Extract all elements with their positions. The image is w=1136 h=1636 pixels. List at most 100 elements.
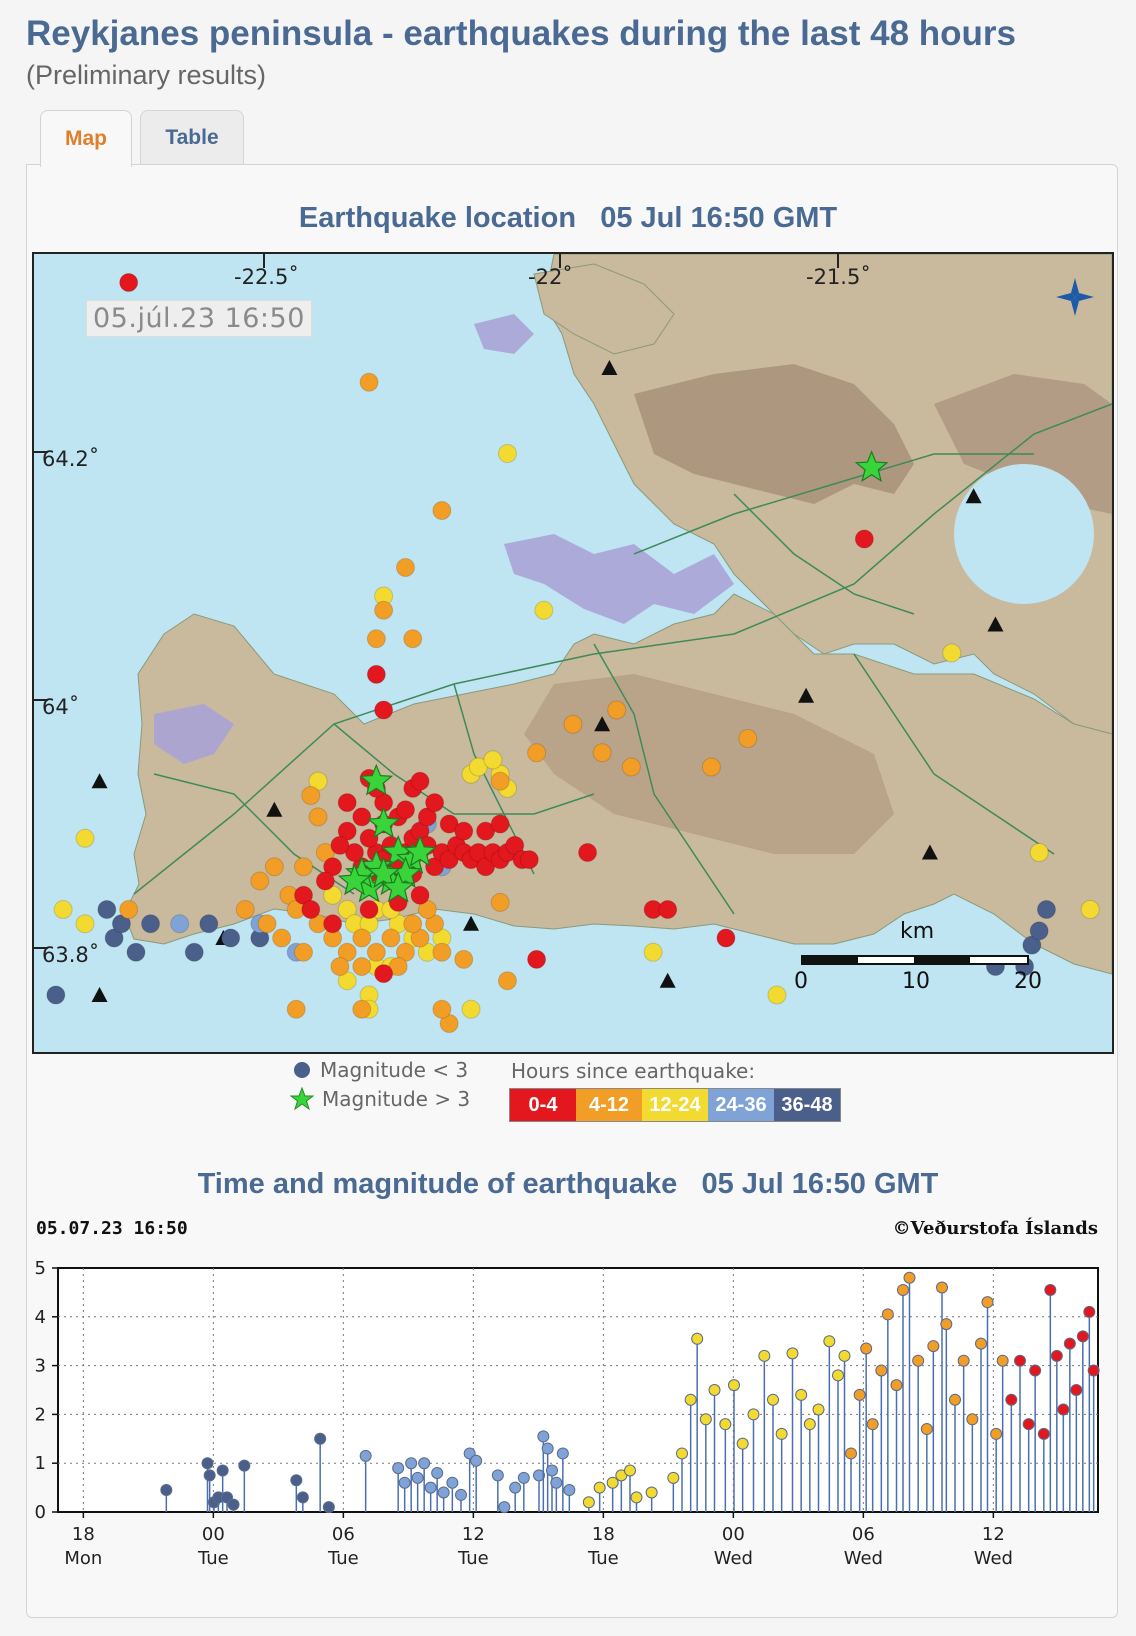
- magnitude-point: [203, 1469, 216, 1482]
- quake-dot: [337, 793, 357, 813]
- hours-bin-36-48: 36-48: [774, 1089, 840, 1121]
- magnitude-point: [1087, 1364, 1100, 1377]
- legend-small-label: Magnitude < 3: [320, 1058, 469, 1082]
- magnitude-point: [838, 1349, 851, 1362]
- quake-dot: [352, 807, 372, 827]
- small-quake-icon: [294, 1062, 310, 1078]
- magnitude-point: [832, 1369, 844, 1382]
- magnitude-point: [966, 1413, 979, 1426]
- quake-dot: [658, 900, 678, 919]
- x-tick-day-label: Wed: [714, 1548, 753, 1569]
- quake-dot: [330, 835, 350, 855]
- quake-dot: [359, 900, 379, 919]
- magnitude-point: [881, 1308, 894, 1321]
- magnitude-point: [940, 1318, 953, 1331]
- quake-dot: [126, 942, 146, 962]
- magnitude-point: [667, 1471, 680, 1484]
- quake-dot: [374, 700, 394, 720]
- map-svg: -22.5˚ -22˚ -21.5˚ 64.2˚ 64˚ 63.8˚ km 0 …: [34, 254, 1112, 1033]
- lava-field: [504, 534, 734, 624]
- lon-label: -22˚: [528, 265, 573, 289]
- magnitude-point: [758, 1349, 771, 1362]
- magnitude-point: [541, 1442, 554, 1455]
- road-network: [133, 403, 1112, 915]
- quake-dot: [119, 273, 139, 292]
- highland-relief: [634, 364, 914, 504]
- magnitude-point: [990, 1427, 1003, 1440]
- x-tick-day-label: Mon: [64, 1548, 102, 1569]
- map-title: Earthquake location 05 Jul 16:50 GMT: [298, 202, 838, 234]
- magnitude-point: [676, 1447, 688, 1460]
- x-tick-day-label: Tue: [457, 1548, 489, 1569]
- y-tick-label: 4: [35, 1307, 46, 1328]
- seismic-station: [921, 844, 938, 860]
- magnitude-point: [556, 1447, 569, 1460]
- lon-label: -21.5˚: [806, 265, 871, 289]
- magnitude-point: [418, 1457, 431, 1470]
- quake-dot: [490, 771, 510, 791]
- magnitude-point: [708, 1384, 721, 1396]
- quake-dot: [366, 942, 386, 962]
- star-icon: [290, 1087, 314, 1111]
- hours-bin-12-24: 12-24: [642, 1089, 708, 1121]
- quake-dot: [425, 793, 445, 813]
- quake-dot: [643, 942, 663, 962]
- magnitude-point: [728, 1379, 740, 1392]
- large-quake-star: [854, 450, 889, 483]
- quake-dot: [490, 892, 510, 912]
- quake-dot: [352, 928, 372, 948]
- quake-dot: [1080, 900, 1100, 919]
- tab-table[interactable]: Table: [140, 110, 244, 165]
- tab-map[interactable]: Map: [40, 110, 132, 167]
- quake-dot: [1036, 900, 1056, 919]
- magnitude-point: [795, 1388, 808, 1401]
- magnitude-point: [392, 1462, 405, 1475]
- seismic-station: [987, 616, 1004, 632]
- magnitude-point: [537, 1430, 550, 1443]
- lon-label: -22.5˚: [234, 265, 299, 289]
- quake-dot: [527, 743, 547, 763]
- magnitude-point: [1022, 1418, 1035, 1431]
- magnitude-point: [775, 1427, 788, 1440]
- x-tick-label: 18: [592, 1524, 615, 1545]
- land-headland: [533, 263, 675, 355]
- seismic-station: [91, 987, 108, 1002]
- quake-dot: [490, 814, 510, 834]
- quake-dot: [53, 900, 73, 919]
- x-tick-label: 06: [332, 1524, 355, 1545]
- large-quake-star: [359, 763, 394, 796]
- quake-dot: [1029, 921, 1049, 941]
- magnitude-point: [446, 1476, 459, 1489]
- scale-unit: km: [900, 919, 934, 944]
- magnitude-point: [996, 1354, 1009, 1367]
- quake-dot: [767, 985, 787, 1005]
- earthquake-map[interactable]: -22.5˚ -22˚ -21.5˚ 64.2˚ 64˚ 63.8˚ km 0 …: [32, 252, 1114, 1054]
- magnitude-point: [546, 1464, 558, 1477]
- quake-dot: [432, 942, 452, 962]
- y-tick-label: 2: [35, 1404, 46, 1425]
- quake-dot: [519, 850, 539, 870]
- magnitude-point: [786, 1347, 799, 1360]
- magnitude-point: [498, 1501, 511, 1514]
- map-timestamp: 05.júl.23 16:50: [86, 300, 312, 337]
- lake: [954, 464, 1094, 604]
- x-tick-label: 12: [462, 1524, 485, 1545]
- quake-dot: [199, 914, 219, 934]
- magnitude-point: [455, 1488, 467, 1501]
- quake-dot: [563, 714, 583, 734]
- x-axis: 18 Mon 00 Tue 06 Tue 12 Tue 18 Tue 00 Wed 06 Wed 12 Wed: [64, 1512, 1013, 1569]
- scale-tick-label: 0: [794, 969, 808, 994]
- y-axis: 0 1 2 3 4 5: [35, 1258, 58, 1523]
- quake-dot: [527, 949, 547, 969]
- quake-dot: [439, 814, 459, 834]
- magnitude-point: [1083, 1305, 1096, 1318]
- magnitude-point: [936, 1281, 948, 1294]
- magnitude-point: [296, 1491, 309, 1504]
- magnitude-point: [563, 1484, 576, 1497]
- quake-dot: [403, 914, 423, 934]
- quake-dot: [701, 757, 721, 777]
- magnitude-point: [860, 1342, 873, 1355]
- magnitude-point: [470, 1454, 483, 1467]
- magnitude-point: [431, 1466, 444, 1479]
